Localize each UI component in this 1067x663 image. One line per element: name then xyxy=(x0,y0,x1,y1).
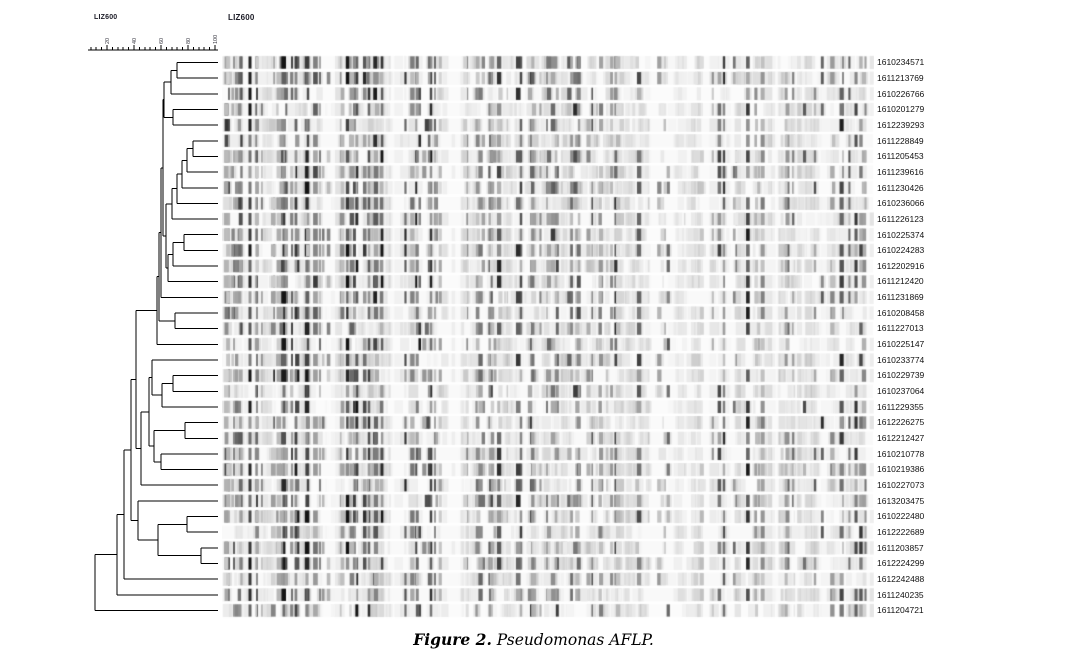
sample-id-label: 1612212427 xyxy=(877,433,925,444)
sample-id-label: 1611240235 xyxy=(877,589,924,600)
sample-id-label: 1610208458 xyxy=(877,307,925,318)
dendrogram-scale-title: LIZ600 xyxy=(94,14,118,21)
figure-caption-text: Pseudomonas AFLP. xyxy=(496,631,654,649)
sample-id-label: 1610233774 xyxy=(877,354,925,365)
sample-id-label: 1612242488 xyxy=(877,573,925,584)
sample-id-label: 1611213769 xyxy=(877,72,924,83)
sample-id-label: 1611239616 xyxy=(877,166,924,177)
dendrogram-tree-lines xyxy=(88,45,218,611)
sample-id-label: 1610219386 xyxy=(877,464,925,475)
scale-tick-label: 80 xyxy=(186,38,192,44)
sample-id-label: 1610225374 xyxy=(877,229,925,240)
sample-id-label: 1611212420 xyxy=(877,276,924,287)
sample-id-label: 1612224299 xyxy=(877,558,925,569)
sample-id-label: 1611204721 xyxy=(877,605,924,616)
sample-id-label: 1610229739 xyxy=(877,370,925,381)
sample-id-label: 1610227073 xyxy=(877,480,925,491)
sample-id-label: 1610236066 xyxy=(877,198,925,209)
sample-id-label: 1610237064 xyxy=(877,386,925,397)
scale-tick-label: 100 xyxy=(213,35,219,44)
sample-id-label: 1611227013 xyxy=(877,323,924,334)
sample-id-label: 1611203857 xyxy=(877,542,924,553)
scale-tick-label: 60 xyxy=(159,38,165,44)
sample-id-label: 1613203475 xyxy=(877,495,925,506)
sample-id-label: 1610210778 xyxy=(877,448,925,459)
sample-id-label: 1611230426 xyxy=(877,182,924,193)
sample-id-list: 1610234571 1611213769 1610226766 1610201279… xyxy=(877,0,967,663)
sample-id-label: 1611229355 xyxy=(877,401,924,412)
sample-id-label: 1611228849 xyxy=(877,135,924,146)
sample-id-label: 1612202916 xyxy=(877,260,925,271)
scale-tick-label: 40 xyxy=(132,38,138,44)
sample-id-label: 1610225147 xyxy=(877,339,925,350)
sample-id-label: 1612226275 xyxy=(877,417,925,428)
sample-id-label: 1610224283 xyxy=(877,245,925,256)
sample-id-label: 1612222689 xyxy=(877,527,925,537)
sample-id-label: 1612239293 xyxy=(877,119,925,130)
figure-caption-label: Figure 2. xyxy=(413,630,492,649)
sample-id-label: 1611205453 xyxy=(877,151,924,162)
sample-id-label: 1610226766 xyxy=(877,88,925,99)
scale-tick-label: 20 xyxy=(105,38,111,44)
sample-id-label: 1610234571 xyxy=(877,57,925,68)
aflp-gel-fingerprint xyxy=(222,55,874,619)
sample-id-label: 1610201279 xyxy=(877,104,925,115)
gel-panel-title: LIZ600 xyxy=(228,13,255,22)
sample-id-label: 1610222480 xyxy=(877,511,925,522)
sample-id-label: 1611231869 xyxy=(877,292,924,303)
sample-id-label: 1611226123 xyxy=(877,213,924,224)
figure-caption: Figure 2. Pseudomonas AFLP. xyxy=(0,630,1067,649)
